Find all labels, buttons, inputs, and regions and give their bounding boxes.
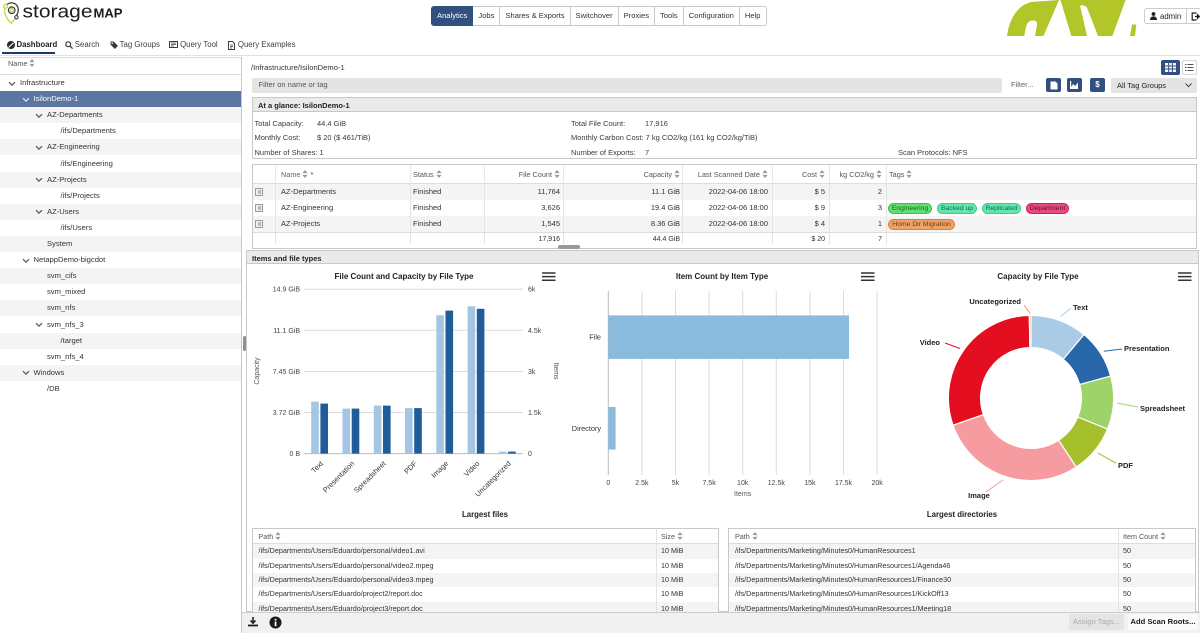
- svg-text:Spreadsheet: Spreadsheet: [1140, 404, 1186, 413]
- svg-text:6k: 6k: [528, 287, 536, 294]
- svg-text:17.5k: 17.5k: [835, 480, 853, 487]
- svg-text:7.5k: 7.5k: [702, 480, 716, 487]
- svg-text:20k: 20k: [871, 480, 883, 487]
- svg-text:Text: Text: [1073, 303, 1088, 312]
- svg-text:Capacity: Capacity: [254, 357, 261, 385]
- svg-text:12.5k: 12.5k: [768, 480, 786, 487]
- svg-text:10k: 10k: [737, 480, 749, 487]
- svg-text:PDF: PDF: [1118, 461, 1133, 470]
- svg-text:Item Count by Item Type: Item Count by Item Type: [676, 272, 769, 281]
- svg-text:11.1 GiB: 11.1 GiB: [273, 328, 300, 335]
- svg-text:Items: Items: [552, 362, 559, 380]
- svg-text:5k: 5k: [672, 480, 680, 487]
- svg-text:7.45 GiB: 7.45 GiB: [273, 369, 301, 376]
- svg-text:1.5k: 1.5k: [528, 410, 542, 417]
- svg-text:Capacity by File Type: Capacity by File Type: [997, 272, 1079, 281]
- svg-text:3.72 GiB: 3.72 GiB: [273, 410, 301, 417]
- svg-text:Directory: Directory: [572, 424, 602, 433]
- svg-text:Text: Text: [309, 459, 325, 475]
- svg-text:PDF: PDF: [402, 459, 419, 476]
- svg-text:File: File: [589, 333, 601, 342]
- svg-text:MAP: MAP: [94, 5, 123, 20]
- svg-text:4.5k: 4.5k: [528, 328, 542, 335]
- svg-text:Uncategorized: Uncategorized: [969, 297, 1021, 306]
- svg-text:3k: 3k: [528, 369, 536, 376]
- svg-text:Presentation: Presentation: [1124, 344, 1170, 353]
- svg-text:0: 0: [528, 451, 532, 458]
- svg-text:Presentation: Presentation: [321, 459, 356, 494]
- svg-text:Spreadsheet: Spreadsheet: [352, 459, 388, 495]
- svg-text:Video: Video: [920, 338, 941, 347]
- svg-text:2.5k: 2.5k: [635, 480, 649, 487]
- svg-text:0 B: 0 B: [289, 451, 300, 458]
- svg-text:14.9 GiB: 14.9 GiB: [273, 287, 301, 294]
- svg-text:15k: 15k: [804, 480, 816, 487]
- svg-text:0: 0: [606, 480, 610, 487]
- svg-text:storage: storage: [23, 1, 93, 21]
- svg-text:Image: Image: [429, 459, 450, 480]
- svg-text:File Count and Capacity by Fil: File Count and Capacity by File Type: [335, 272, 475, 281]
- svg-text:Image: Image: [968, 491, 990, 500]
- svg-text:Items: Items: [734, 491, 752, 498]
- svg-text:Video: Video: [462, 459, 481, 478]
